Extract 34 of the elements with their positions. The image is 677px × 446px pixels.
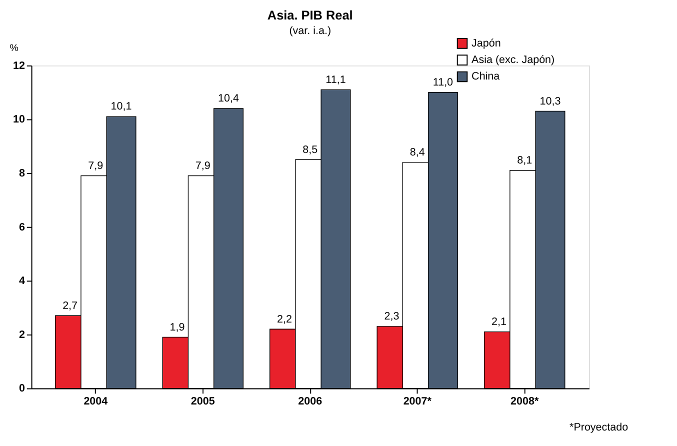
data-label: 8,1 <box>517 154 532 167</box>
x-tick-label: 2005 <box>190 395 215 408</box>
legend-label: China <box>472 70 500 83</box>
data-label: 10,1 <box>110 100 132 113</box>
data-label: 1,9 <box>170 321 185 334</box>
data-label: 7,9 <box>195 160 210 172</box>
data-label: 2,7 <box>62 300 78 312</box>
x-tick-label: 2006 <box>298 395 322 408</box>
y-tick-label: 4 <box>18 275 25 288</box>
legend-label: Asia (exc. Japón) <box>472 54 555 66</box>
data-label: 10,4 <box>218 92 239 105</box>
chart-title: Asia. PIB Real <box>267 7 353 22</box>
y-tick-label: 6 <box>18 221 25 234</box>
data-label: 11,1 <box>326 74 346 86</box>
data-label: 8,5 <box>302 144 318 156</box>
x-tick-label: 2004 <box>84 395 108 408</box>
text: *Proyectado <box>570 421 628 434</box>
data-label: 11,0 <box>432 76 454 88</box>
data-label: 10,3 <box>540 95 561 108</box>
y-axis-title: % <box>10 42 19 54</box>
chart-subtitle: (var. i.a.) <box>289 25 332 38</box>
x-tick-label: 2007* <box>403 395 432 408</box>
y-tick-label: 12 <box>12 60 25 72</box>
data-label: 2,1 <box>492 316 506 328</box>
data-label: 2,3 <box>384 310 400 323</box>
x-tick-label: 2008* <box>510 395 540 408</box>
data-label: 7,9 <box>88 160 104 172</box>
y-tick-label: 2 <box>18 328 25 341</box>
legend-label: Japón <box>472 37 501 50</box>
data-label: 8,4 <box>410 146 425 158</box>
y-tick-label: 8 <box>18 167 25 180</box>
data-label: 2,2 <box>277 313 292 326</box>
y-tick-label: 10 <box>12 114 25 126</box>
y-tick-label: 0 <box>18 382 25 395</box>
